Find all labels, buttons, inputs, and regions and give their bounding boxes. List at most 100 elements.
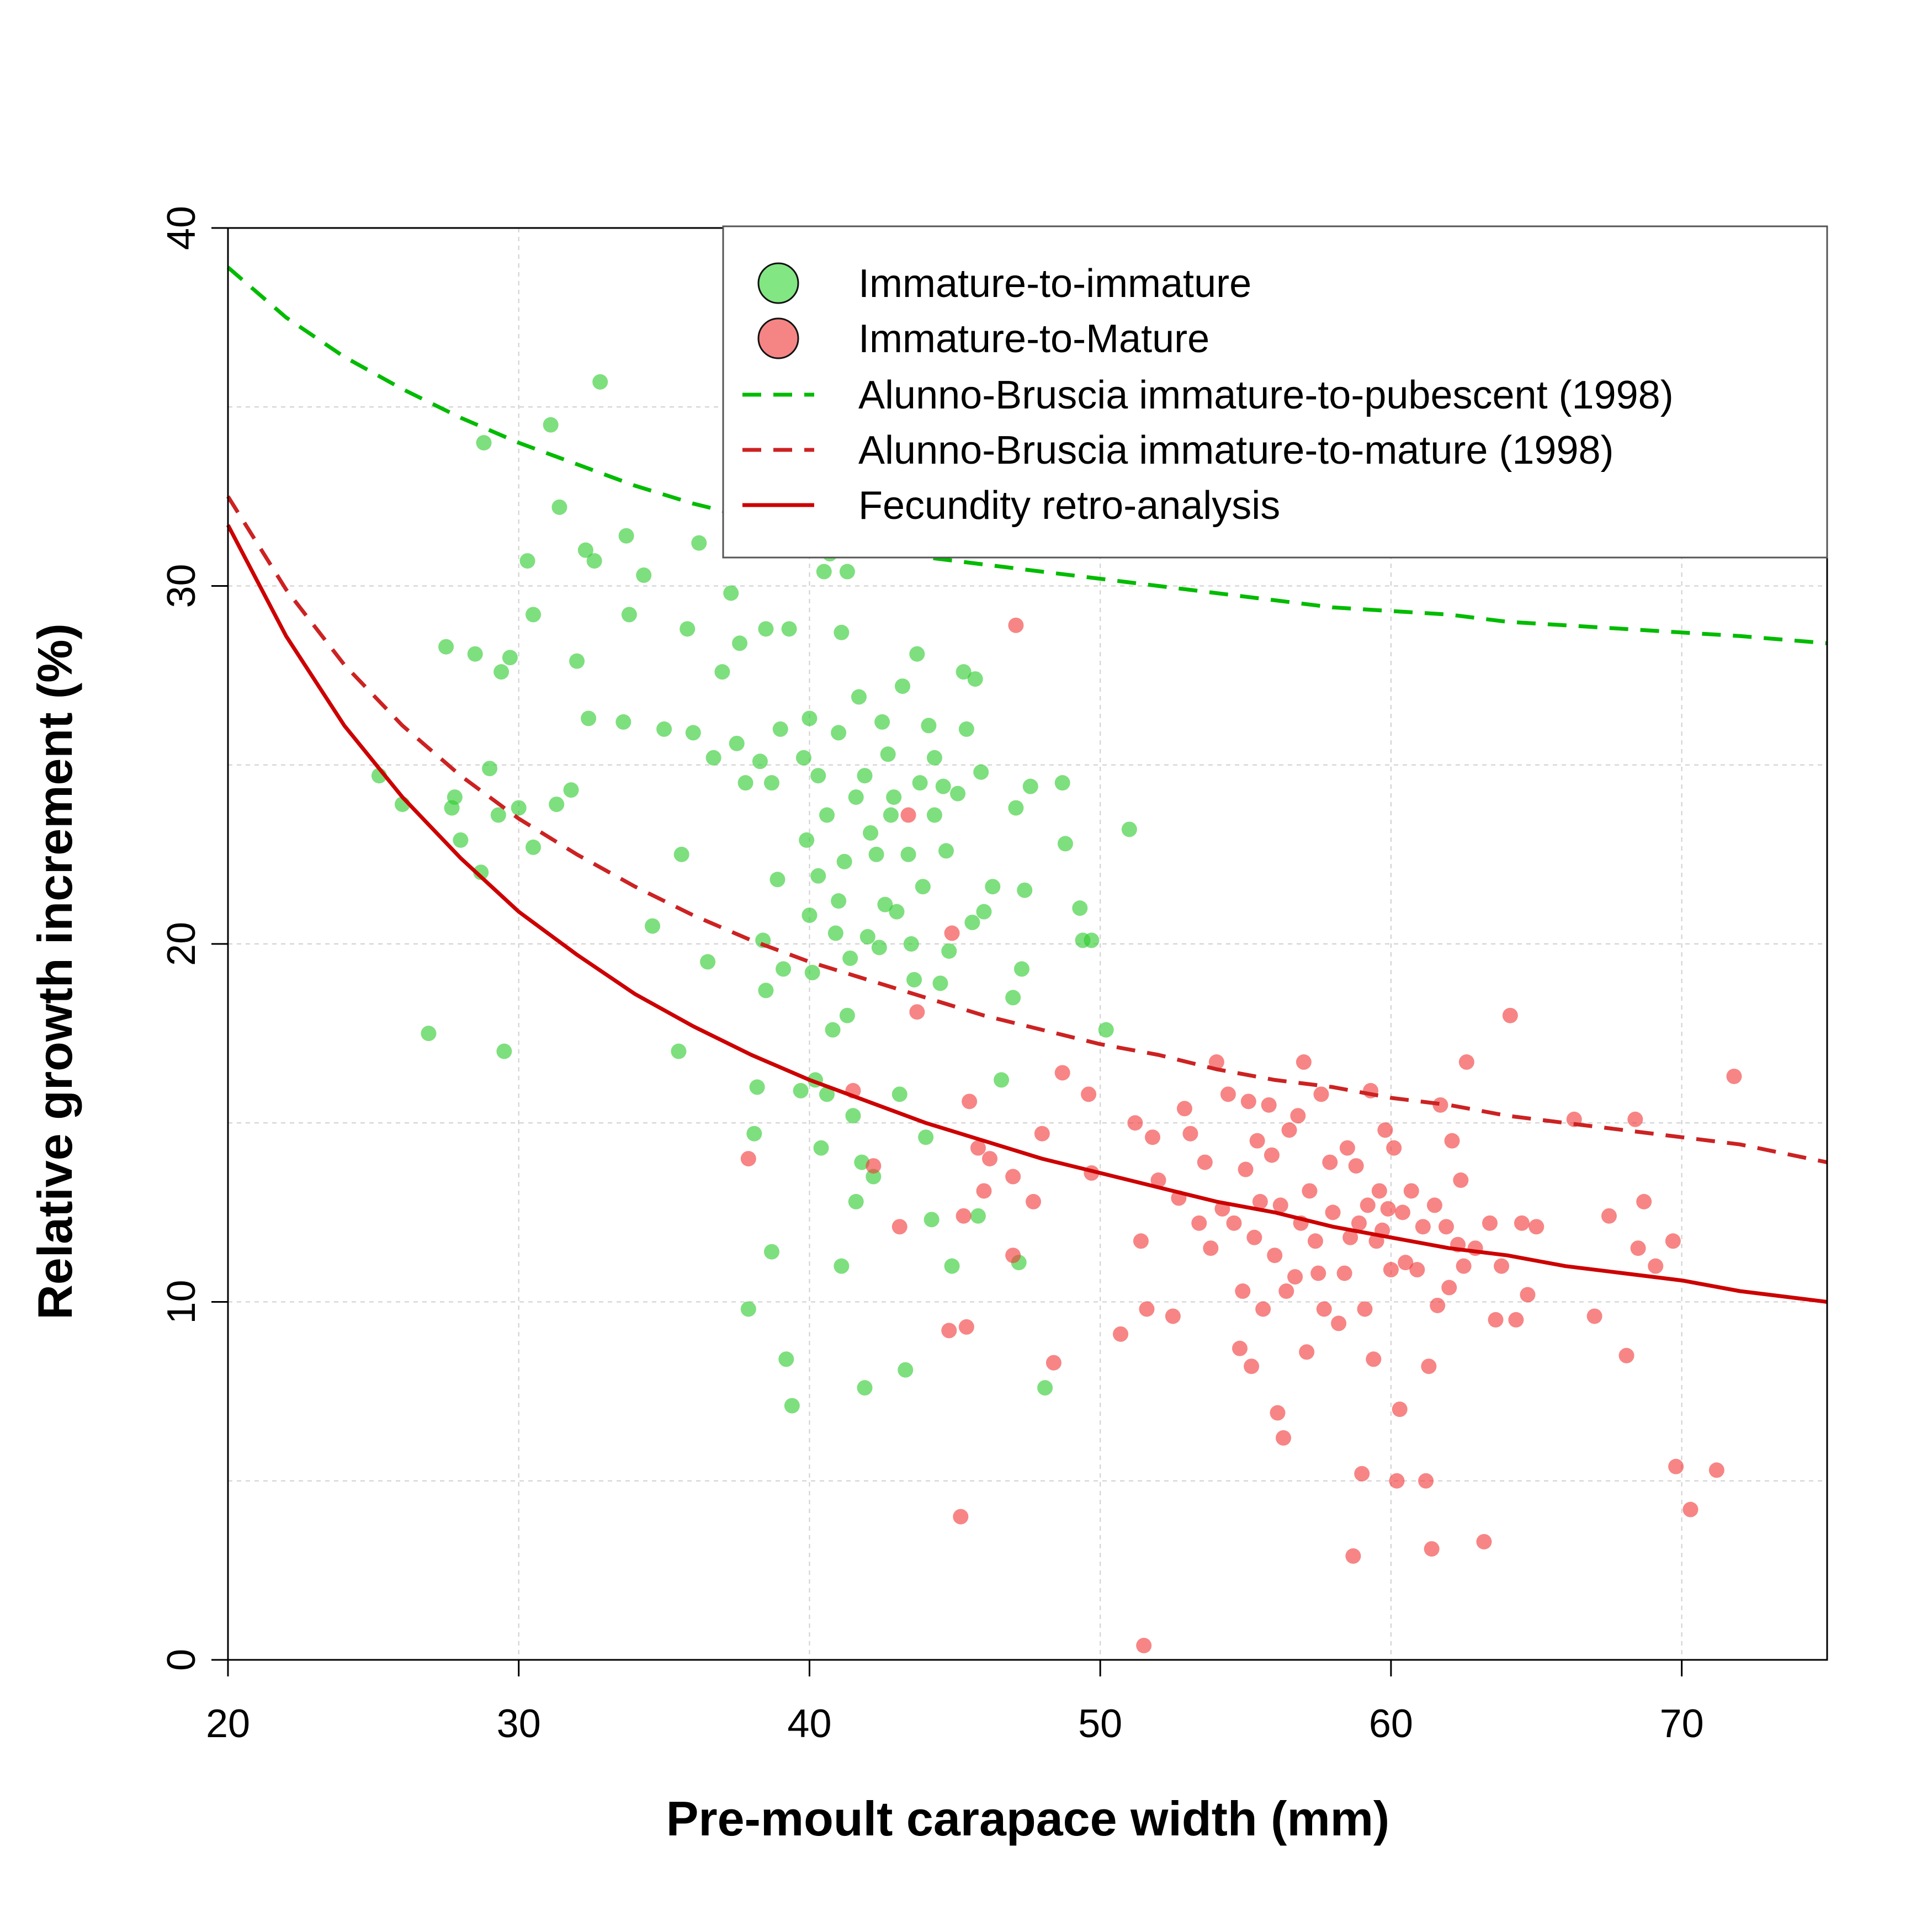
point-mature [982, 1151, 998, 1167]
point-immature [700, 954, 716, 970]
point-immature [526, 839, 542, 855]
point-mature [891, 1219, 907, 1235]
point-immature [863, 825, 879, 841]
point-immature [802, 907, 818, 923]
point-mature [1354, 1466, 1370, 1482]
point-mature [1182, 1126, 1198, 1142]
point-immature [763, 775, 779, 791]
point-immature [834, 1258, 850, 1274]
point-immature [577, 542, 593, 558]
point-immature [976, 904, 992, 920]
point-mature [900, 807, 916, 823]
point-immature [891, 1086, 907, 1102]
point-immature [685, 725, 701, 741]
point-mature [1456, 1258, 1472, 1274]
point-mature [1264, 1147, 1280, 1163]
point-immature [810, 868, 826, 884]
point-immature [673, 846, 689, 862]
point-immature [834, 624, 850, 640]
point-immature [714, 664, 730, 680]
point-immature [723, 585, 739, 601]
point-immature [831, 893, 847, 909]
point-immature [1013, 961, 1029, 977]
point-mature [1325, 1204, 1341, 1220]
point-mature [1476, 1533, 1492, 1549]
point-immature [778, 1351, 794, 1367]
point-mature [1345, 1548, 1361, 1564]
point-immature [476, 435, 492, 451]
point-immature [880, 746, 896, 762]
point-immature [898, 1362, 914, 1378]
point-mature [1136, 1638, 1152, 1654]
point-immature [453, 832, 469, 848]
point-immature [776, 961, 792, 977]
point-immature [799, 832, 815, 848]
curve-pubescent-1998 [226, 266, 1828, 645]
point-immature [1084, 932, 1100, 948]
point-mature [1618, 1347, 1634, 1363]
point-immature [883, 807, 899, 823]
point-immature [994, 1072, 1010, 1088]
point-immature [926, 807, 942, 823]
point-immature [551, 499, 567, 515]
point-immature [842, 950, 858, 966]
point-mature [1421, 1358, 1437, 1374]
point-immature [845, 1108, 861, 1124]
point-immature [970, 1208, 986, 1224]
point-immature [895, 678, 911, 694]
point-mature [1299, 1344, 1315, 1360]
point-mature [1665, 1233, 1681, 1249]
point-immature [543, 417, 559, 433]
point-mature [1133, 1233, 1149, 1249]
point-immature [586, 553, 602, 569]
point-mature [1371, 1183, 1387, 1199]
point-immature [636, 567, 652, 583]
point-mature [958, 1319, 974, 1335]
point-mature [1488, 1312, 1504, 1328]
y-tick-label: 10 [160, 1280, 204, 1324]
point-immature [964, 915, 980, 931]
point-mature [1026, 1193, 1042, 1209]
point-immature [795, 750, 811, 766]
point-immature [1037, 1380, 1053, 1396]
point-mature [1648, 1258, 1664, 1274]
point-immature [671, 1043, 687, 1059]
point-immature [1054, 775, 1070, 791]
point-mature [1366, 1351, 1382, 1367]
point-immature [985, 879, 1001, 895]
point-immature [763, 1244, 779, 1260]
x-tick-label: 70 [1660, 1702, 1704, 1746]
point-mature [1453, 1172, 1469, 1188]
point-mature [1034, 1126, 1050, 1142]
point-immature [859, 929, 875, 945]
point-mature [1316, 1301, 1332, 1317]
point-mature [1144, 1129, 1160, 1145]
point-immature [618, 528, 634, 544]
point-mature [1249, 1133, 1265, 1149]
legend-label-immature: Immature-to-immature [858, 262, 1251, 306]
point-mature [1392, 1402, 1408, 1418]
point-mature [1682, 1501, 1699, 1517]
point-immature [857, 1380, 873, 1396]
point-mature [1377, 1122, 1393, 1138]
point-mature [1054, 1065, 1070, 1081]
point-immature [921, 718, 937, 734]
point-immature [752, 753, 768, 769]
point-immature [549, 797, 565, 813]
data-points [371, 374, 1742, 1654]
point-immature [903, 936, 919, 952]
point-immature [854, 1154, 870, 1170]
point-immature [691, 535, 707, 551]
point-immature [900, 846, 916, 862]
point-mature [1514, 1215, 1530, 1231]
tick-labels: 20 30 40 50 60 70 0 10 20 30 40 [160, 206, 1704, 1746]
point-mature [1351, 1215, 1367, 1231]
point-mature [1255, 1301, 1271, 1317]
legend: Immature-to-immature Immature-to-Mature … [722, 225, 1828, 559]
point-immature [781, 621, 797, 637]
point-mature [976, 1183, 992, 1199]
legend-marker-immature [757, 262, 799, 304]
point-immature [886, 789, 902, 805]
point-mature [909, 1004, 925, 1020]
x-tick-label: 50 [1078, 1702, 1122, 1746]
